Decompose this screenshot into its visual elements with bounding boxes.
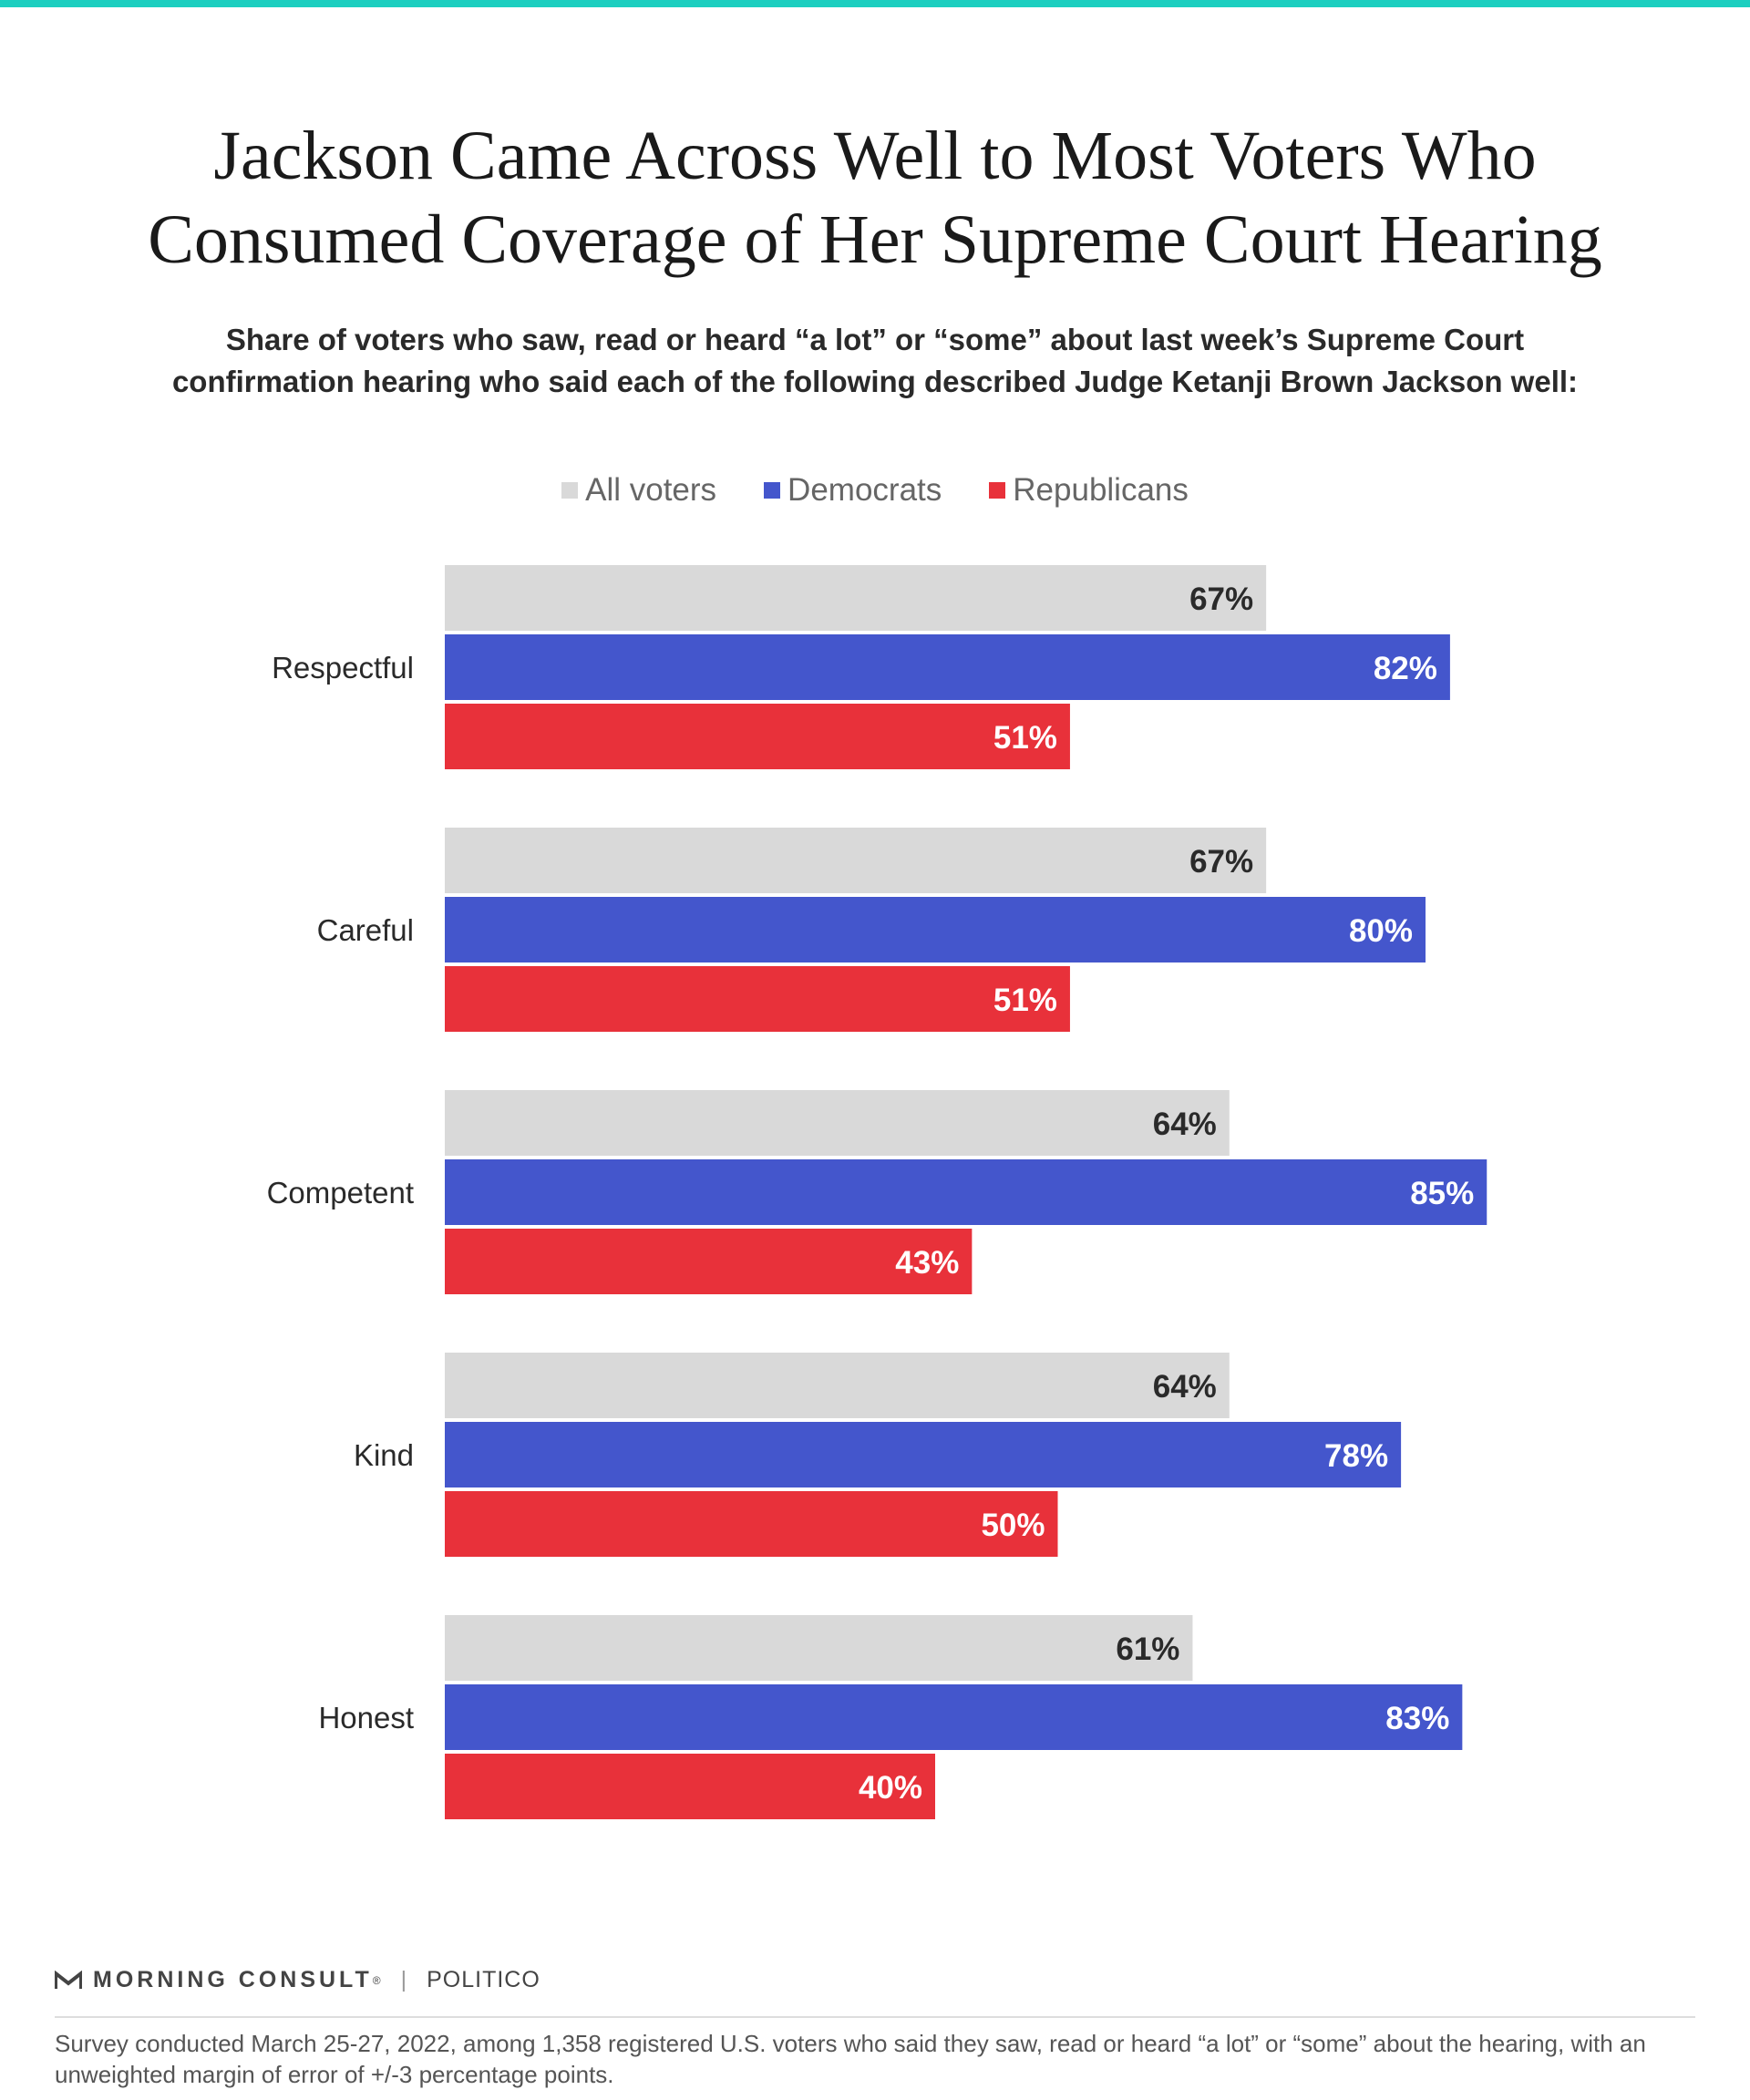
data-label-respectful-democrats: 82% (1374, 651, 1437, 686)
legend-item-republicans: Republicans (989, 472, 1189, 509)
bar-careful-republicans (445, 966, 1070, 1032)
top-accent-bar (0, 0, 1750, 7)
bar-competent-democrats (445, 1159, 1488, 1225)
data-label-honest-democrats: 83% (1385, 1701, 1449, 1736)
category-label-kind: Kind (354, 1438, 414, 1472)
bar-respectful-democrats (445, 634, 1450, 700)
morning-consult-logo-icon (55, 1970, 82, 1989)
data-label-careful-democrats: 80% (1349, 913, 1413, 949)
bar-honest-democrats (445, 1684, 1463, 1750)
category-label-competent: Competent (267, 1176, 414, 1210)
legend-label-all-voters: All voters (585, 472, 717, 508)
chart-title-line-2: Consumed Coverage of Her Supreme Court H… (148, 201, 1602, 278)
data-label-kind-democrats: 78% (1324, 1438, 1388, 1474)
bar-competent-republicans (445, 1229, 973, 1294)
bar-respectful-all-voters (445, 565, 1267, 631)
data-label-competent-republicans: 43% (895, 1245, 959, 1281)
data-label-honest-all-voters: 61% (1116, 1632, 1179, 1667)
bar-competent-all-voters (445, 1090, 1230, 1156)
legend-label-democrats: Democrats (788, 472, 942, 508)
bar-honest-republicans (445, 1754, 935, 1819)
category-label-respectful: Respectful (272, 651, 414, 685)
brand-registered-mark: ® (372, 1973, 381, 1987)
legend-swatch-republicans (989, 482, 1006, 499)
brand-footer: MORNING CONSULT ® | POLITICO (55, 1967, 540, 1993)
data-label-kind-all-voters: 64% (1153, 1369, 1217, 1405)
data-label-careful-all-voters: 67% (1189, 844, 1253, 880)
footer-divider (55, 2016, 1695, 2018)
bar-honest-all-voters (445, 1615, 1193, 1681)
legend-item-democrats: Democrats (764, 472, 942, 509)
chart-legend: All voters Democrats Republicans (0, 472, 1750, 509)
data-label-respectful-all-voters: 67% (1189, 582, 1253, 617)
brand-morning-consult: MORNING CONSULT (93, 1967, 373, 1992)
bar-careful-democrats (445, 897, 1426, 962)
legend-swatch-democrats (764, 482, 781, 499)
legend-item-all-voters: All voters (561, 472, 716, 509)
chart-subtitle-line-1: Share of voters who saw, read or heard “… (225, 323, 1525, 356)
chart-title: Jackson Came Across Well to Most Voters … (0, 114, 1750, 282)
data-label-kind-republicans: 50% (981, 1508, 1045, 1543)
brand-politico: POLITICO (427, 1967, 540, 1992)
category-label-honest: Honest (318, 1701, 414, 1735)
legend-swatch-all-voters (561, 482, 579, 499)
category-label-careful: Careful (317, 913, 414, 947)
bar-kind-democrats (445, 1422, 1402, 1488)
chart-subtitle-line-2: confirmation hearing who said each of th… (171, 365, 1579, 398)
bar-careful-all-voters (445, 828, 1267, 893)
bar-kind-all-voters (445, 1353, 1230, 1418)
bar-chart: Respectful 67% 82% 51% Careful 67% 80% 51% Compe… (267, 565, 1488, 1819)
data-label-competent-democrats: 85% (1410, 1176, 1474, 1211)
data-label-careful-republicans: 51% (993, 983, 1057, 1018)
data-label-competent-all-voters: 64% (1153, 1107, 1217, 1142)
brand-separator: | (400, 1967, 407, 1992)
data-label-honest-republicans: 40% (859, 1770, 922, 1806)
bar-respectful-republicans (445, 704, 1070, 769)
bar-kind-republicans (445, 1491, 1058, 1557)
chart-subtitle: Share of voters who saw, read or heard “… (0, 319, 1750, 403)
survey-footnote: Survey conducted March 25-27, 2022, amon… (55, 2030, 1646, 2088)
chart-title-line-1: Jackson Came Across Well to Most Voters … (213, 118, 1537, 194)
data-label-respectful-republicans: 51% (993, 720, 1057, 756)
legend-label-republicans: Republicans (1013, 472, 1189, 508)
